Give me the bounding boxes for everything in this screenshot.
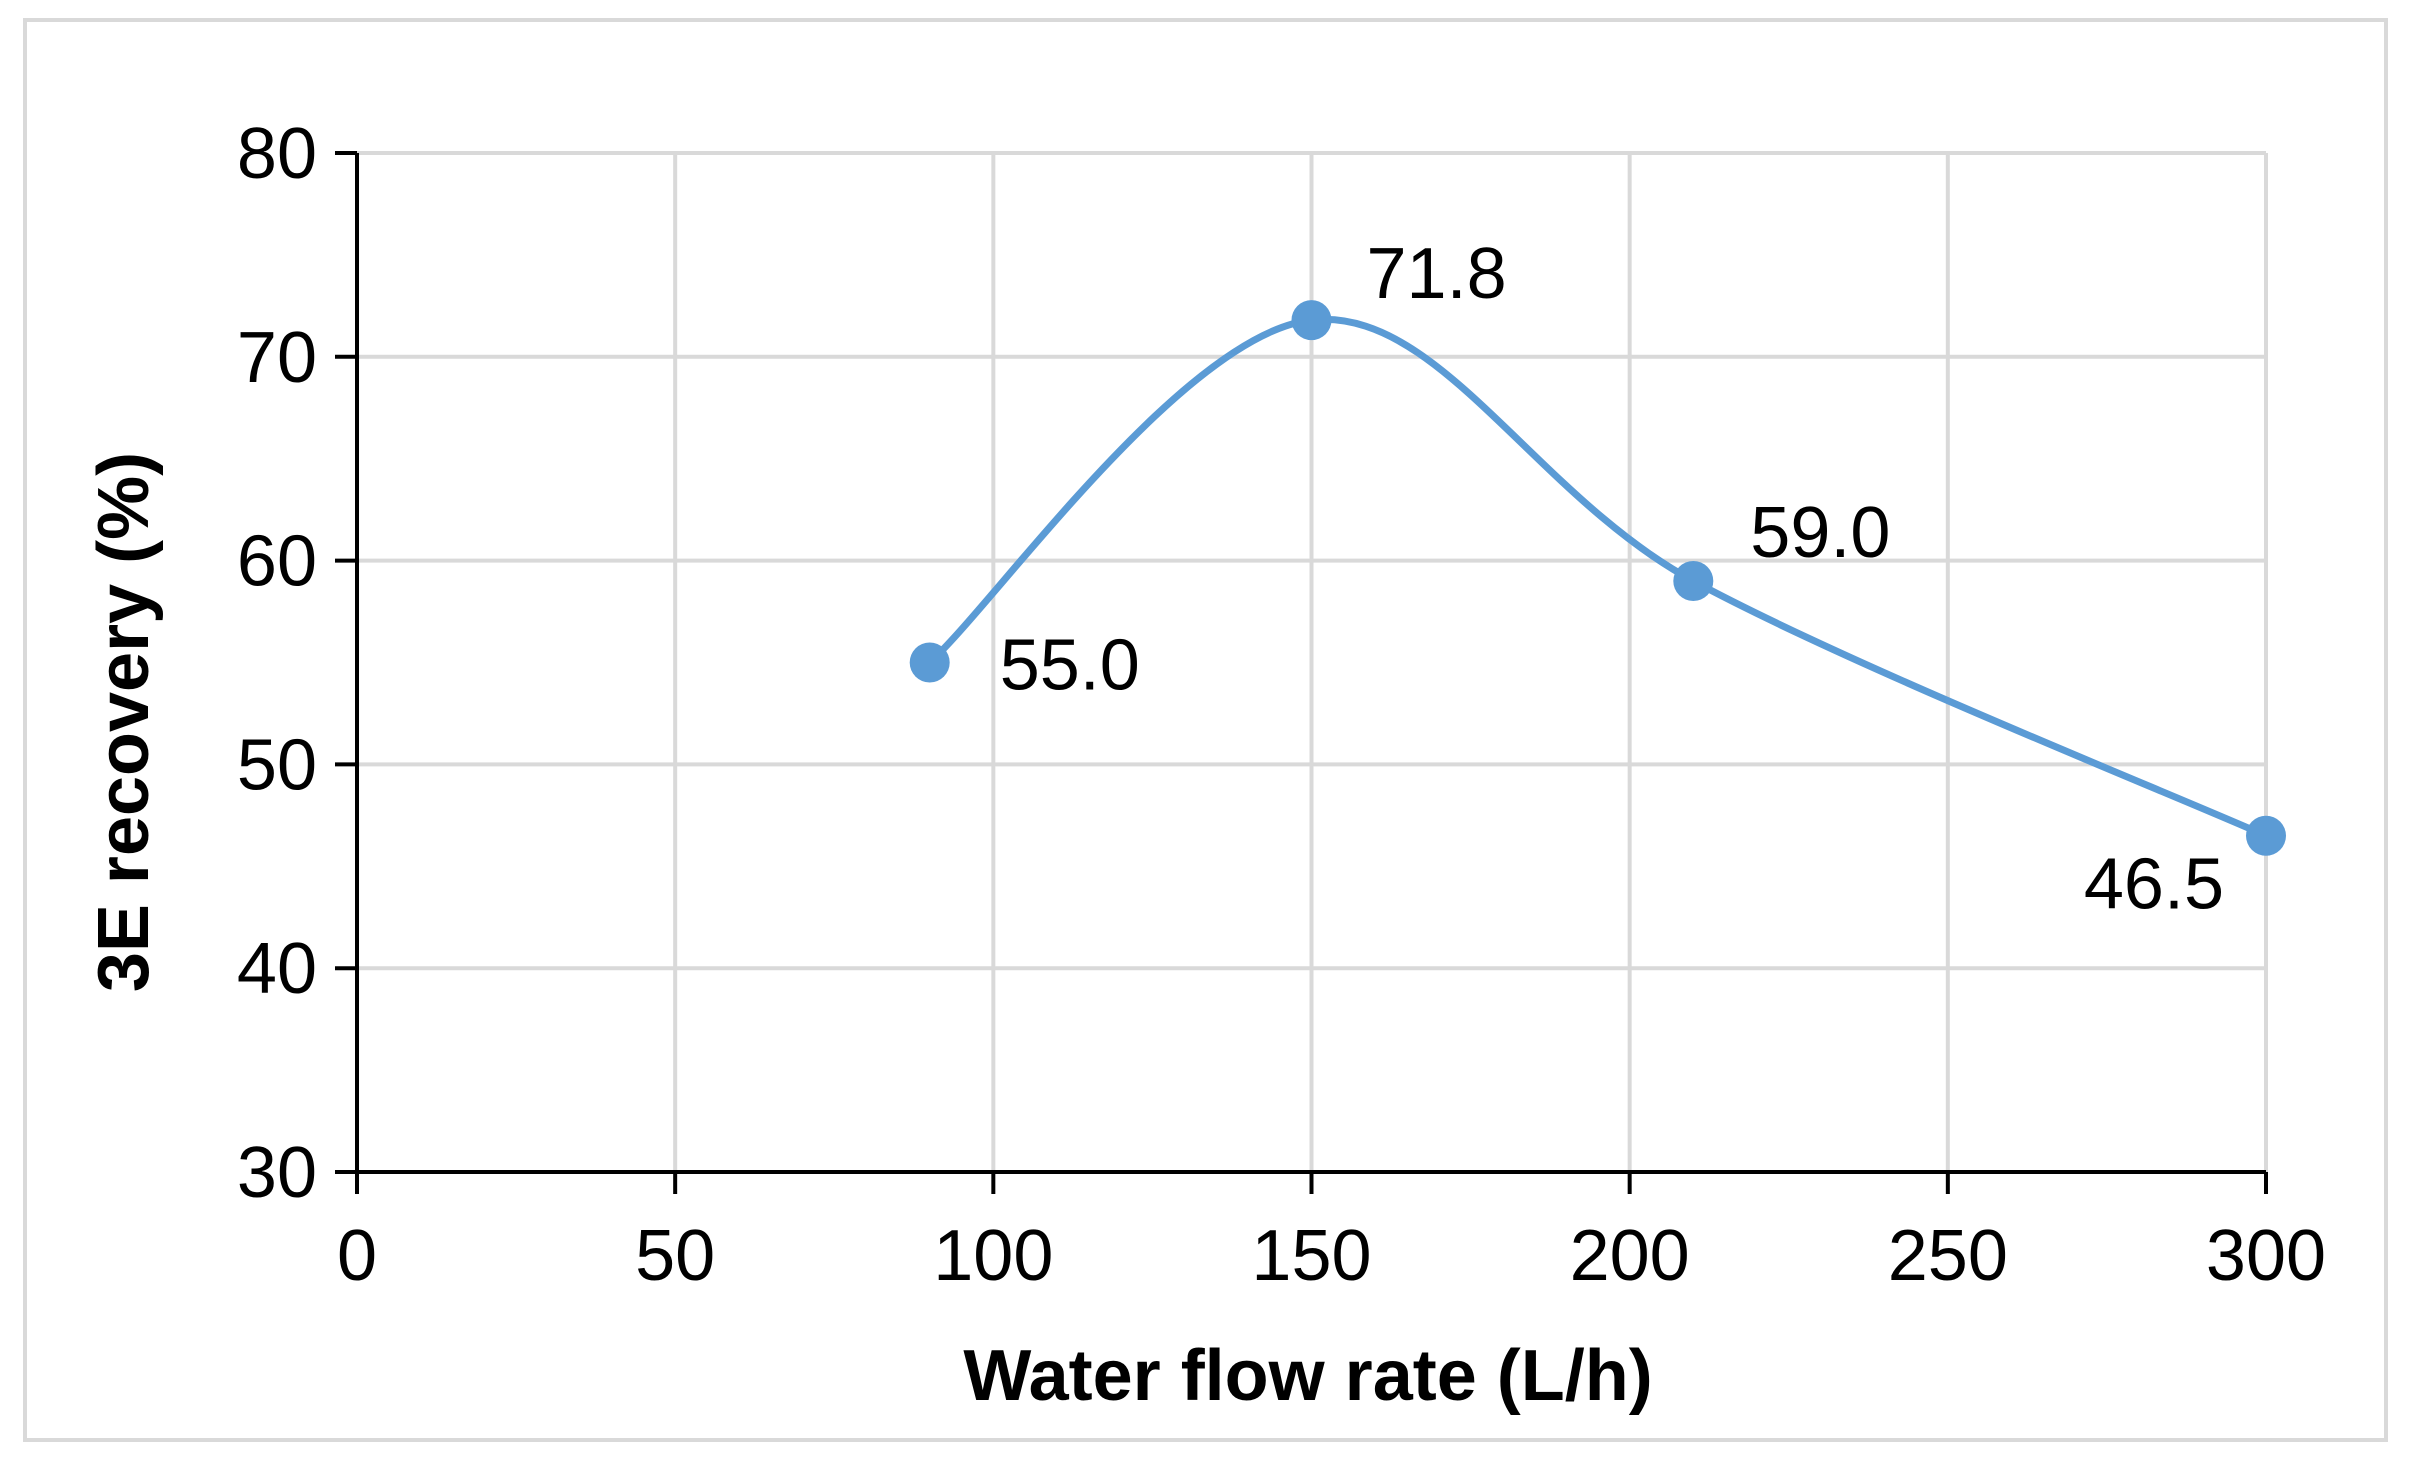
y-tick-label: 70	[237, 318, 317, 398]
data-point	[1291, 300, 1332, 341]
y-tick-label: 60	[237, 522, 317, 602]
data-label: 46.5	[2084, 845, 2224, 925]
series-layer	[909, 300, 2286, 856]
y-tick-label: 50	[237, 725, 317, 805]
data-label: 59.0	[1750, 493, 1890, 573]
x-axis-title: Water flow rate (L/h)	[963, 1336, 1652, 1416]
x-tick-label: 50	[635, 1216, 715, 1296]
x-tick-label: 0	[337, 1216, 377, 1296]
y-tick-label: 30	[237, 1133, 317, 1213]
data-label: 71.8	[1367, 234, 1507, 314]
axes: 30 40 50 60 70 80 0 50 100 150 200 250 300	[237, 114, 2326, 1296]
y-axis-title: 3E recovery (%)	[84, 452, 164, 992]
data-point	[909, 642, 950, 683]
x-tick-label: 200	[1570, 1216, 1690, 1296]
x-tick-label: 300	[2206, 1216, 2326, 1296]
figure-border	[23, 18, 2388, 1442]
y-tick-label: 40	[237, 929, 317, 1009]
y-tick-label: 80	[237, 114, 317, 194]
x-tick-label: 250	[1888, 1216, 2008, 1296]
data-point	[2246, 815, 2286, 856]
data-labels: 55.0 71.8 59.0 46.5	[1000, 234, 2224, 925]
series-line	[927, 315, 2268, 839]
x-tick-label: 150	[1251, 1216, 1371, 1296]
data-point	[1673, 560, 1714, 601]
data-label: 55.0	[1000, 626, 1140, 706]
x-tick-label: 100	[933, 1216, 1053, 1296]
